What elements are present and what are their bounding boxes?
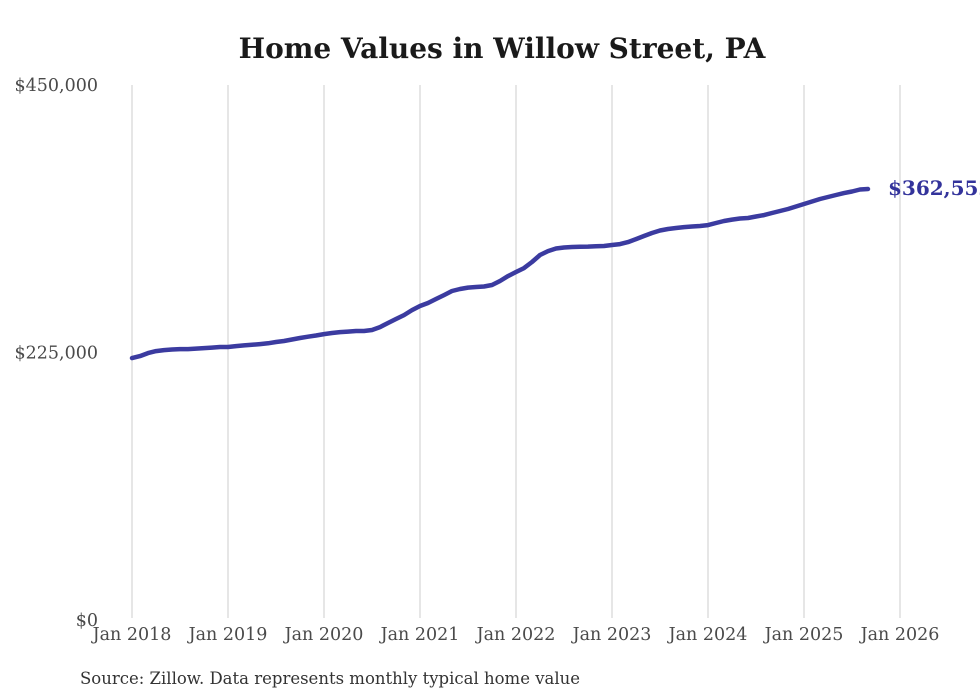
x-tick-label: Jan 2026 bbox=[859, 625, 940, 645]
x-tick-label: Jan 2020 bbox=[283, 625, 364, 645]
x-tick-label: Jan 2019 bbox=[187, 625, 268, 645]
y-axis-labels-group: $450,000 $225,000 $0 bbox=[14, 76, 98, 631]
x-tick-label: Jan 2021 bbox=[379, 625, 460, 645]
x-axis-labels-group: Jan 2018 Jan 2019 Jan 2020 Jan 2021 Jan 2022… bbox=[91, 625, 940, 645]
x-tick-label: Jan 2025 bbox=[763, 625, 844, 645]
x-tick-label: Jan 2018 bbox=[91, 625, 172, 645]
home-value-line bbox=[129, 186, 871, 361]
y-tick-label: $450,000 bbox=[14, 76, 98, 96]
y-tick-label: $0 bbox=[76, 611, 98, 631]
x-tick-label: Jan 2024 bbox=[667, 625, 748, 645]
source-note: Source: Zillow. Data represents monthly … bbox=[80, 669, 580, 688]
x-tick-label: Jan 2022 bbox=[475, 625, 556, 645]
gridlines-group bbox=[131, 85, 901, 618]
x-tick-label: Jan 2023 bbox=[571, 625, 652, 645]
chart-title: Home Values in Willow Street, PA bbox=[239, 32, 767, 65]
latest-value-label: $362,552 bbox=[888, 176, 980, 200]
y-tick-label: $225,000 bbox=[14, 344, 98, 364]
